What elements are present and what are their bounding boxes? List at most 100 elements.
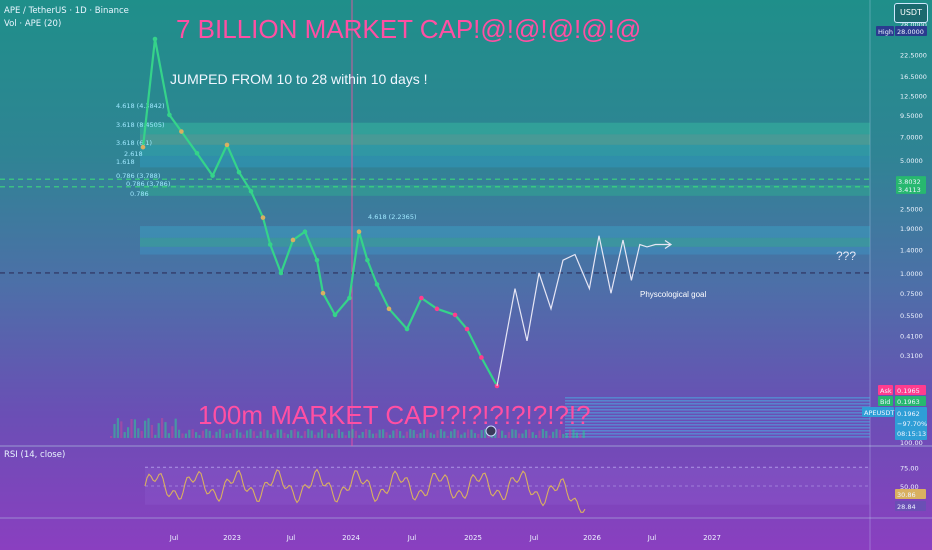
y-tick-label: 0.5500	[900, 312, 923, 320]
price-point	[302, 229, 308, 234]
price-point	[452, 312, 458, 318]
volume-bar	[225, 433, 228, 438]
volume-bar	[552, 431, 555, 438]
volume-bar	[484, 429, 487, 438]
volume-bar	[154, 434, 157, 438]
volume-bar	[416, 434, 419, 438]
volume-bar	[164, 422, 167, 438]
fib-band	[140, 155, 870, 168]
volume-bar	[290, 430, 293, 438]
volume-bar	[446, 435, 449, 438]
volume-bar	[188, 429, 191, 438]
volume-bar	[521, 433, 524, 438]
volume-bar	[558, 430, 561, 438]
volume-bar	[365, 429, 368, 438]
volume-bar	[205, 429, 208, 438]
volume-bar	[511, 429, 514, 438]
x-tick-label: Jul	[407, 534, 417, 542]
rsi-tick-label: 50.00	[900, 483, 919, 491]
price-series-line	[141, 37, 498, 387]
x-tick-label: 2026	[583, 534, 601, 542]
fib-band-low	[565, 415, 870, 417]
price-point	[494, 383, 500, 389]
volume-bar	[419, 432, 422, 438]
x-tick-label: Jul	[169, 534, 179, 542]
rsi-tick-label: 75.00	[900, 464, 919, 472]
price-point	[194, 150, 200, 156]
volume-bar	[361, 431, 364, 438]
volume-bar	[256, 435, 259, 438]
volume-bar	[341, 431, 344, 438]
volume-bar	[351, 429, 354, 438]
volume-bar	[490, 435, 493, 438]
countdown-value: 08:15:13	[897, 430, 926, 438]
goal-label: Physcological goal	[640, 290, 707, 299]
volume-bar	[293, 429, 296, 438]
volume-bar	[582, 430, 585, 438]
volume-bar	[239, 432, 242, 438]
rsi-current-value: 30.86	[897, 491, 916, 499]
high-label-bg	[876, 26, 894, 36]
volume-bar	[392, 430, 395, 438]
last-value-bg	[895, 407, 927, 440]
volume-bar	[368, 429, 371, 438]
price-point	[404, 326, 410, 332]
volume-bar	[181, 433, 184, 438]
fib-label: 4.618 (4.3842)	[116, 102, 165, 110]
bid-label-bg	[878, 396, 893, 406]
volume-bar	[453, 429, 456, 438]
level-tag-upper: 3.8032	[898, 178, 921, 186]
volume-bar	[518, 433, 521, 438]
volume-bar	[147, 418, 150, 438]
volume-bar	[133, 419, 136, 438]
volume-bar	[467, 429, 470, 438]
fib-band-low	[565, 424, 870, 426]
volume-bar	[184, 433, 187, 438]
volume-bar	[252, 431, 255, 438]
fib-band-low	[565, 430, 870, 432]
volume-bar	[402, 435, 405, 438]
fib-label: 3.618 (8.4505)	[116, 121, 165, 129]
volume-bar	[235, 429, 238, 438]
y-tick-label: 2.5000	[900, 206, 923, 214]
volume-bar	[317, 432, 320, 438]
volume-bar	[222, 429, 225, 438]
bid-value-bg	[895, 396, 926, 406]
volume-bar	[273, 432, 276, 438]
price-point	[347, 295, 352, 301]
volume-bar	[463, 432, 466, 438]
volume-bar	[480, 429, 483, 438]
volume-bar	[280, 429, 283, 438]
volume-bar	[246, 430, 249, 438]
currency-button[interactable]: USDT	[894, 3, 928, 23]
fib-band	[140, 185, 870, 196]
volume-bar	[504, 435, 507, 438]
volume-bar	[528, 429, 531, 438]
volume-bar	[450, 431, 453, 438]
volume-bar	[201, 430, 204, 438]
volume-bar	[344, 435, 347, 438]
volume-bar	[276, 429, 279, 438]
volume-bar	[507, 432, 510, 438]
volume-bar	[460, 434, 463, 438]
volume-bar	[320, 429, 323, 438]
volume-label: Vol · APE (20)	[4, 19, 62, 29]
volume-bar	[572, 429, 575, 438]
volume-bar	[171, 426, 174, 438]
fib-label: 1.618	[116, 158, 135, 166]
volume-bar	[167, 433, 170, 438]
last-value: 0.1962	[897, 410, 920, 418]
high-value: 28.0000	[897, 28, 924, 36]
projection-line	[496, 235, 671, 387]
price-point	[320, 290, 326, 296]
x-tick-label: 2023	[223, 534, 241, 542]
rsi-label: RSI (14, close)	[4, 450, 66, 460]
volume-bar	[195, 432, 198, 438]
volume-bar	[116, 418, 119, 438]
price-point	[479, 355, 484, 360]
volume-bar	[215, 431, 218, 438]
volume-bar	[575, 432, 578, 438]
fib-band-low	[565, 433, 870, 435]
volume-bar	[303, 431, 306, 438]
